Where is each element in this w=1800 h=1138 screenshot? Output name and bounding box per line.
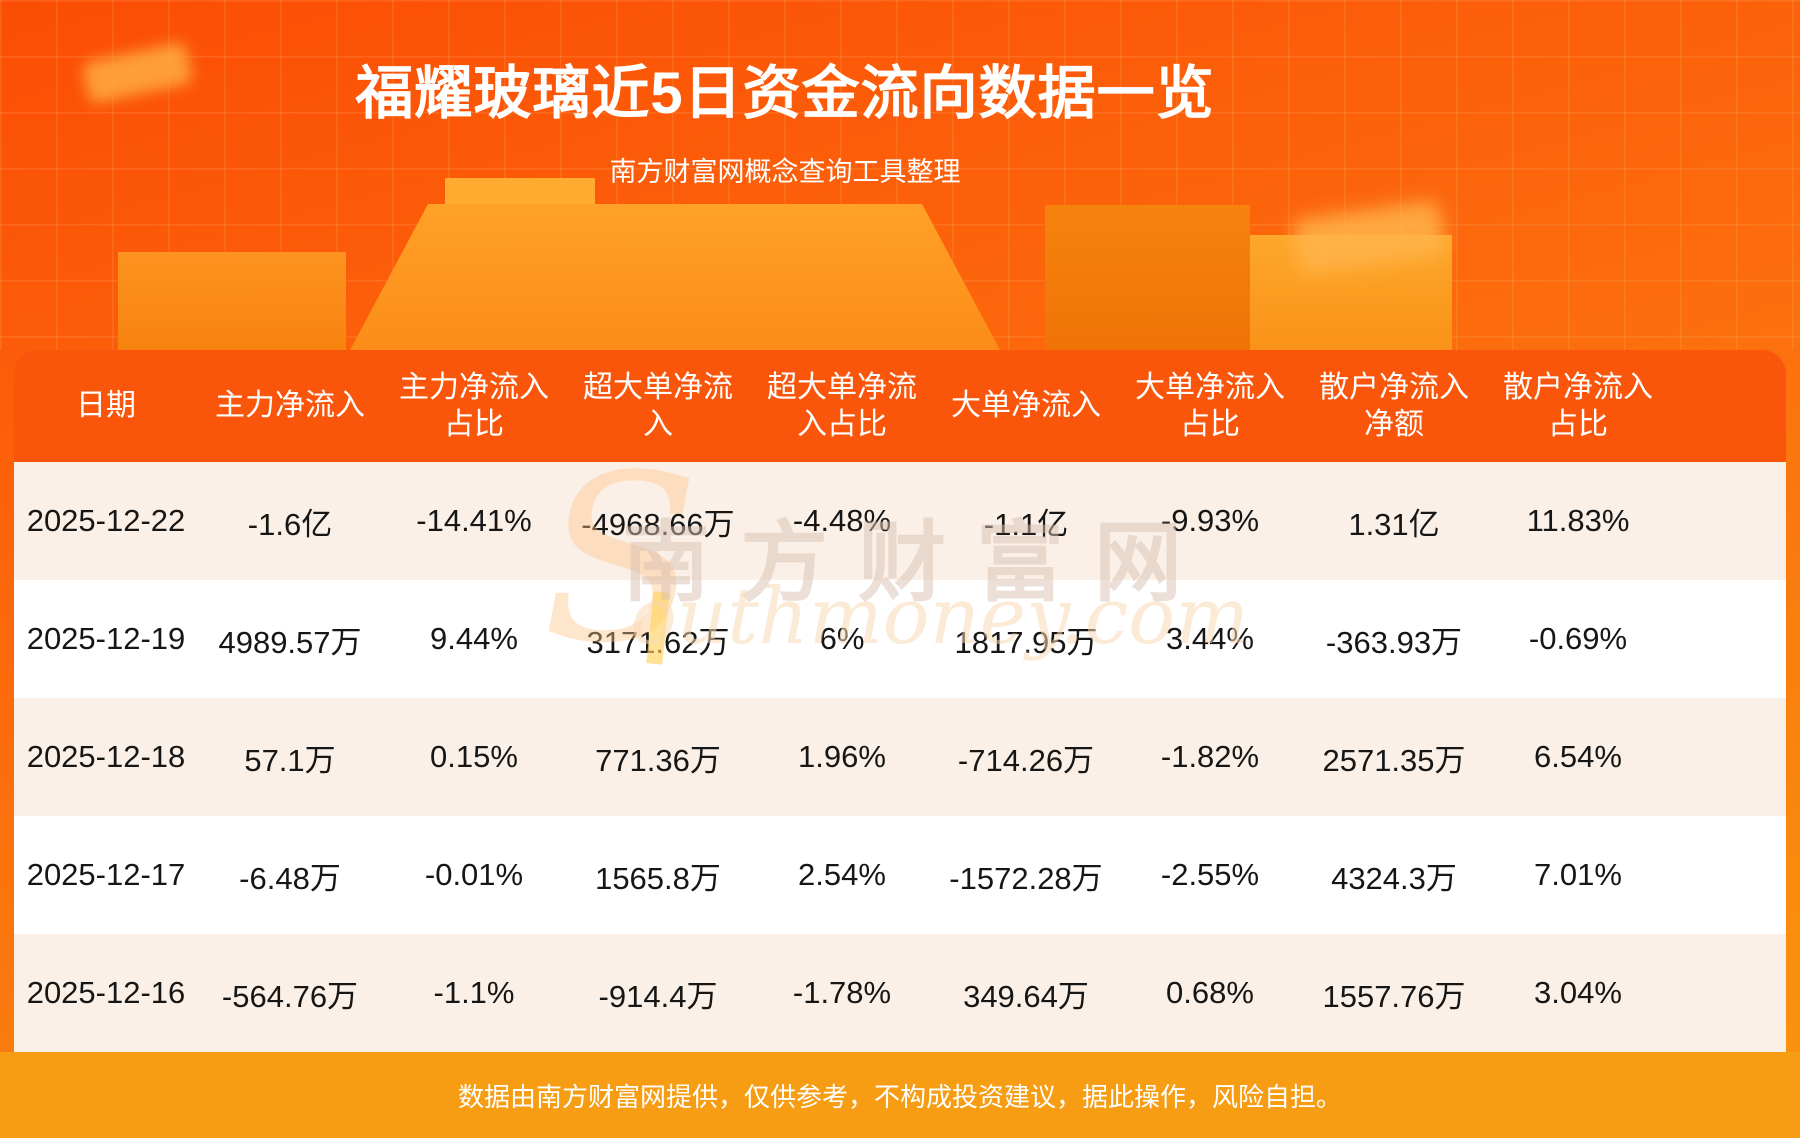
column-header-xl-order-net-inflow: 超大单净流 入	[566, 350, 750, 462]
cell-retail-net-inflow: 1557.76万	[1302, 934, 1486, 1052]
page-title: 福耀玻璃近5日资金流向数据一览	[355, 61, 1215, 126]
column-header-main-net-inflow: 主力净流入	[198, 350, 382, 462]
cell-date: 2025-12-22	[14, 462, 198, 580]
cell-xl-order-net-inflow-pct: 1.96%	[750, 698, 934, 816]
decoration-podium	[350, 204, 1000, 350]
cell-retail-net-inflow-pct: 3.04%	[1486, 934, 1786, 1052]
cell-xl-order-net-inflow-pct: -4.48%	[750, 462, 934, 580]
page-subtitle: 南方财富网概念查询工具整理	[609, 157, 961, 187]
cell-xl-order-net-inflow-pct: 6%	[750, 580, 934, 698]
cell-retail-net-inflow-pct: 6.54%	[1486, 698, 1786, 816]
cell-main-net-inflow-pct: -14.41%	[382, 462, 566, 580]
cell-retail-net-inflow: -363.93万	[1302, 580, 1486, 698]
decoration-block-left	[118, 252, 346, 350]
cell-main-net-inflow: -1.6亿	[198, 462, 382, 580]
cell-large-order-net-inflow: 349.64万	[934, 934, 1118, 1052]
table-header: 日期 主力净流入 主力净流入 占比 超大单净流 入超大单净流 入占比 大单净流入 大单净流…	[14, 350, 1786, 462]
hero-banner: 福耀玻璃近5日资金流向数据一览 南方财富网概念查询工具整理	[0, 0, 1800, 350]
cell-large-order-net-inflow-pct: -2.55%	[1118, 816, 1302, 934]
cell-xl-order-net-inflow: -4968.66万	[566, 462, 750, 580]
cell-date: 2025-12-16	[14, 934, 198, 1052]
column-header-large-order-net-inflow-pct: 大单净流入 占比	[1118, 350, 1302, 462]
cell-main-net-inflow: -6.48万	[198, 816, 382, 934]
cell-main-net-inflow-pct: 9.44%	[382, 580, 566, 698]
cell-retail-net-inflow: 1.31亿	[1302, 462, 1486, 580]
cell-main-net-inflow-pct: -1.1%	[382, 934, 566, 1052]
cell-retail-net-inflow-pct: -0.69%	[1486, 580, 1786, 698]
cell-retail-net-inflow-pct: 7.01%	[1486, 816, 1786, 934]
cell-large-order-net-inflow: 1817.95万	[934, 580, 1118, 698]
cell-retail-net-inflow-pct: 11.83%	[1486, 462, 1786, 580]
cell-large-order-net-inflow: -1.1亿	[934, 462, 1118, 580]
cell-large-order-net-inflow: -714.26万	[934, 698, 1118, 816]
header-row: 日期 主力净流入 主力净流入 占比 超大单净流 入超大单净流 入占比 大单净流入 大单净流…	[14, 350, 1786, 462]
column-header-retail-net-inflow: 散户净流入 净额	[1302, 350, 1486, 462]
cell-date: 2025-12-18	[14, 698, 198, 816]
column-header-xl-order-net-inflow-pct: 超大单净流 入占比	[750, 350, 934, 462]
table-body: 2025-12-22 -1.6亿 -14.41% -4968.66万 -4.48% -1.…	[14, 462, 1786, 1052]
column-header-date: 日期	[14, 350, 198, 462]
cell-main-net-inflow-pct: 0.15%	[382, 698, 566, 816]
table-row: 2025-12-22 -1.6亿 -14.41% -4968.66万 -4.48% -1.…	[14, 462, 1786, 580]
decoration-block-right	[1045, 205, 1250, 350]
table-row: 2025-12-18 57.1万 0.15% 771.36万 1.96% -714.26万…	[14, 698, 1786, 816]
cell-large-order-net-inflow-pct: -1.82%	[1118, 698, 1302, 816]
cell-main-net-inflow: 57.1万	[198, 698, 382, 816]
table-zone: 日期 主力净流入 主力净流入 占比 超大单净流 入超大单净流 入占比 大单净流入 大单净流…	[14, 350, 1786, 1052]
cell-date: 2025-12-17	[14, 816, 198, 934]
cell-date: 2025-12-19	[14, 580, 198, 698]
table-row: 2025-12-16 -564.76万 -1.1% -914.4万 -1.78% 349.…	[14, 934, 1786, 1052]
cell-xl-order-net-inflow: 3171.62万	[566, 580, 750, 698]
disclaimer-text: 数据由南方财富网提供，仅供参考，不构成投资建议，据此操作，风险自担。	[457, 1081, 1342, 1112]
cell-main-net-inflow-pct: -0.01%	[382, 816, 566, 934]
cell-large-order-net-inflow: -1572.28万	[934, 816, 1118, 934]
column-header-retail-net-inflow-pct: 散户净流入 占比	[1486, 350, 1786, 462]
column-header-main-net-inflow-pct: 主力净流入 占比	[382, 350, 566, 462]
cell-xl-order-net-inflow-pct: 2.54%	[750, 816, 934, 934]
cell-xl-order-net-inflow-pct: -1.78%	[750, 934, 934, 1052]
footer-band: 数据由南方财富网提供，仅供参考，不构成投资建议，据此操作，风险自担。	[0, 1052, 1800, 1138]
cell-large-order-net-inflow-pct: 3.44%	[1118, 580, 1302, 698]
cell-xl-order-net-inflow: -914.4万	[566, 934, 750, 1052]
column-header-large-order-net-inflow: 大单净流入	[934, 350, 1118, 462]
table-row: 2025-12-17 -6.48万 -0.01% 1565.8万 2.54% -1572.…	[14, 816, 1786, 934]
fund-flow-table: 日期 主力净流入 主力净流入 占比 超大单净流 入超大单净流 入占比 大单净流入 大单净流…	[14, 350, 1786, 1052]
cell-retail-net-inflow: 4324.3万	[1302, 816, 1486, 934]
table-row: 2025-12-19 4989.57万 9.44% 3171.62万 6% 1817.95…	[14, 580, 1786, 698]
cell-xl-order-net-inflow: 1565.8万	[566, 816, 750, 934]
cell-large-order-net-inflow-pct: 0.68%	[1118, 934, 1302, 1052]
cell-main-net-inflow: -564.76万	[198, 934, 382, 1052]
cell-main-net-inflow: 4989.57万	[198, 580, 382, 698]
cell-xl-order-net-inflow: 771.36万	[566, 698, 750, 816]
cell-retail-net-inflow: 2571.35万	[1302, 698, 1486, 816]
cell-large-order-net-inflow-pct: -9.93%	[1118, 462, 1302, 580]
